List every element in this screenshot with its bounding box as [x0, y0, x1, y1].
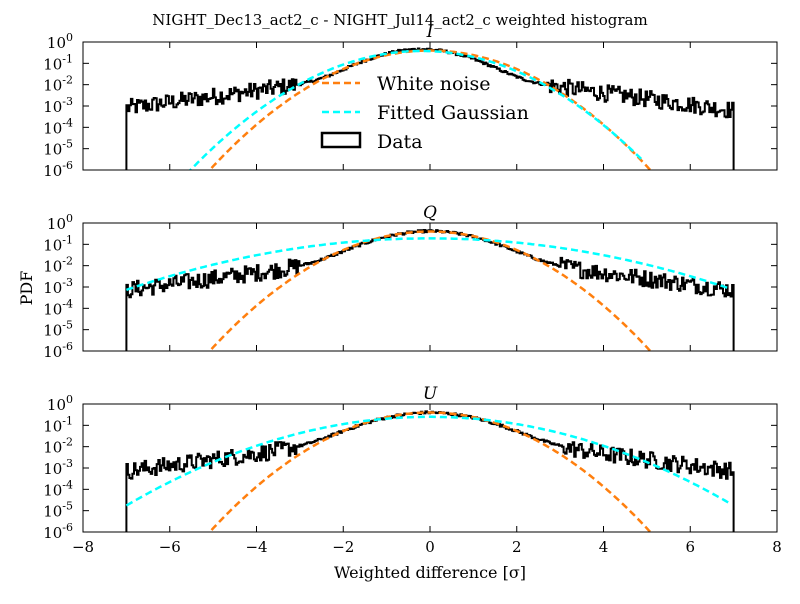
y-tick-label: 10-6	[43, 340, 73, 361]
y-tick-label: 10-2	[43, 255, 73, 276]
x-tick-label: −6	[159, 538, 181, 556]
y-tick-label: 10-2	[43, 436, 73, 457]
y-tick-label: 10-3	[43, 457, 73, 478]
legend-label-white-noise: White noise	[377, 73, 491, 95]
panel-title: I	[426, 22, 434, 42]
fitted-gaussian-curve	[125, 237, 730, 292]
legend-label-fitted-gaussian: Fitted Gaussian	[377, 102, 529, 124]
panel-title: U	[423, 384, 438, 404]
y-tick-label: 10-4	[43, 297, 73, 318]
panel-plot-area	[125, 47, 735, 170]
y-tick-label: 10-6	[43, 159, 73, 180]
x-axis-label: Weighted difference [σ]	[334, 563, 526, 582]
y-tick-label: 100	[47, 393, 73, 414]
x-tick-label: 6	[685, 538, 695, 556]
y-tick-label: 10-6	[43, 521, 73, 542]
y-tick-label: 10-4	[43, 478, 73, 499]
x-tick-label: −2	[332, 538, 354, 556]
x-tick-label: 4	[599, 538, 609, 556]
y-tick-label: 10-3	[43, 95, 73, 116]
white-noise-curve	[208, 230, 652, 351]
y-tick-label: 10-1	[43, 414, 73, 435]
panel-frame	[82, 222, 778, 352]
x-tick-label: 2	[512, 538, 522, 556]
y-tick-label: 10-5	[43, 319, 73, 340]
y-tick-label: 10-1	[43, 52, 73, 73]
y-tick-label: 10-5	[43, 138, 73, 159]
y-tick-label: 100	[47, 212, 73, 233]
panel-plot-area	[125, 229, 735, 351]
data-histogram	[125, 410, 735, 532]
x-tick-label: 0	[425, 538, 435, 556]
data-histogram	[125, 47, 735, 170]
legend-label-data: Data	[377, 131, 423, 153]
panel-title: Q	[423, 203, 437, 223]
white-noise-curve	[208, 411, 652, 532]
y-tick-label: 10-1	[43, 233, 73, 254]
x-tick-label: 8	[772, 538, 782, 556]
y-axis-label: PDF	[17, 271, 36, 306]
panel-frame	[82, 403, 778, 533]
y-tick-label: 10-2	[43, 74, 73, 95]
chart-title: NIGHT_Dec13_act2_c - NIGHT_Jul14_act2_c …	[152, 11, 647, 29]
legend: White noise Fitted Gaussian Data	[320, 73, 529, 153]
x-tick-label: −4	[245, 538, 267, 556]
legend-swatch-data	[320, 131, 362, 149]
y-tick-label: 10-5	[43, 500, 73, 521]
fitted-gaussian-curve	[188, 49, 644, 170]
x-tick-label: −8	[72, 538, 94, 556]
data-histogram	[125, 229, 735, 351]
panel-plot-area	[125, 410, 735, 532]
y-tick-label: 100	[47, 31, 73, 52]
y-tick-label: 10-4	[43, 116, 73, 137]
y-tick-label: 10-3	[43, 276, 73, 297]
fitted-gaussian-curve	[125, 415, 730, 507]
